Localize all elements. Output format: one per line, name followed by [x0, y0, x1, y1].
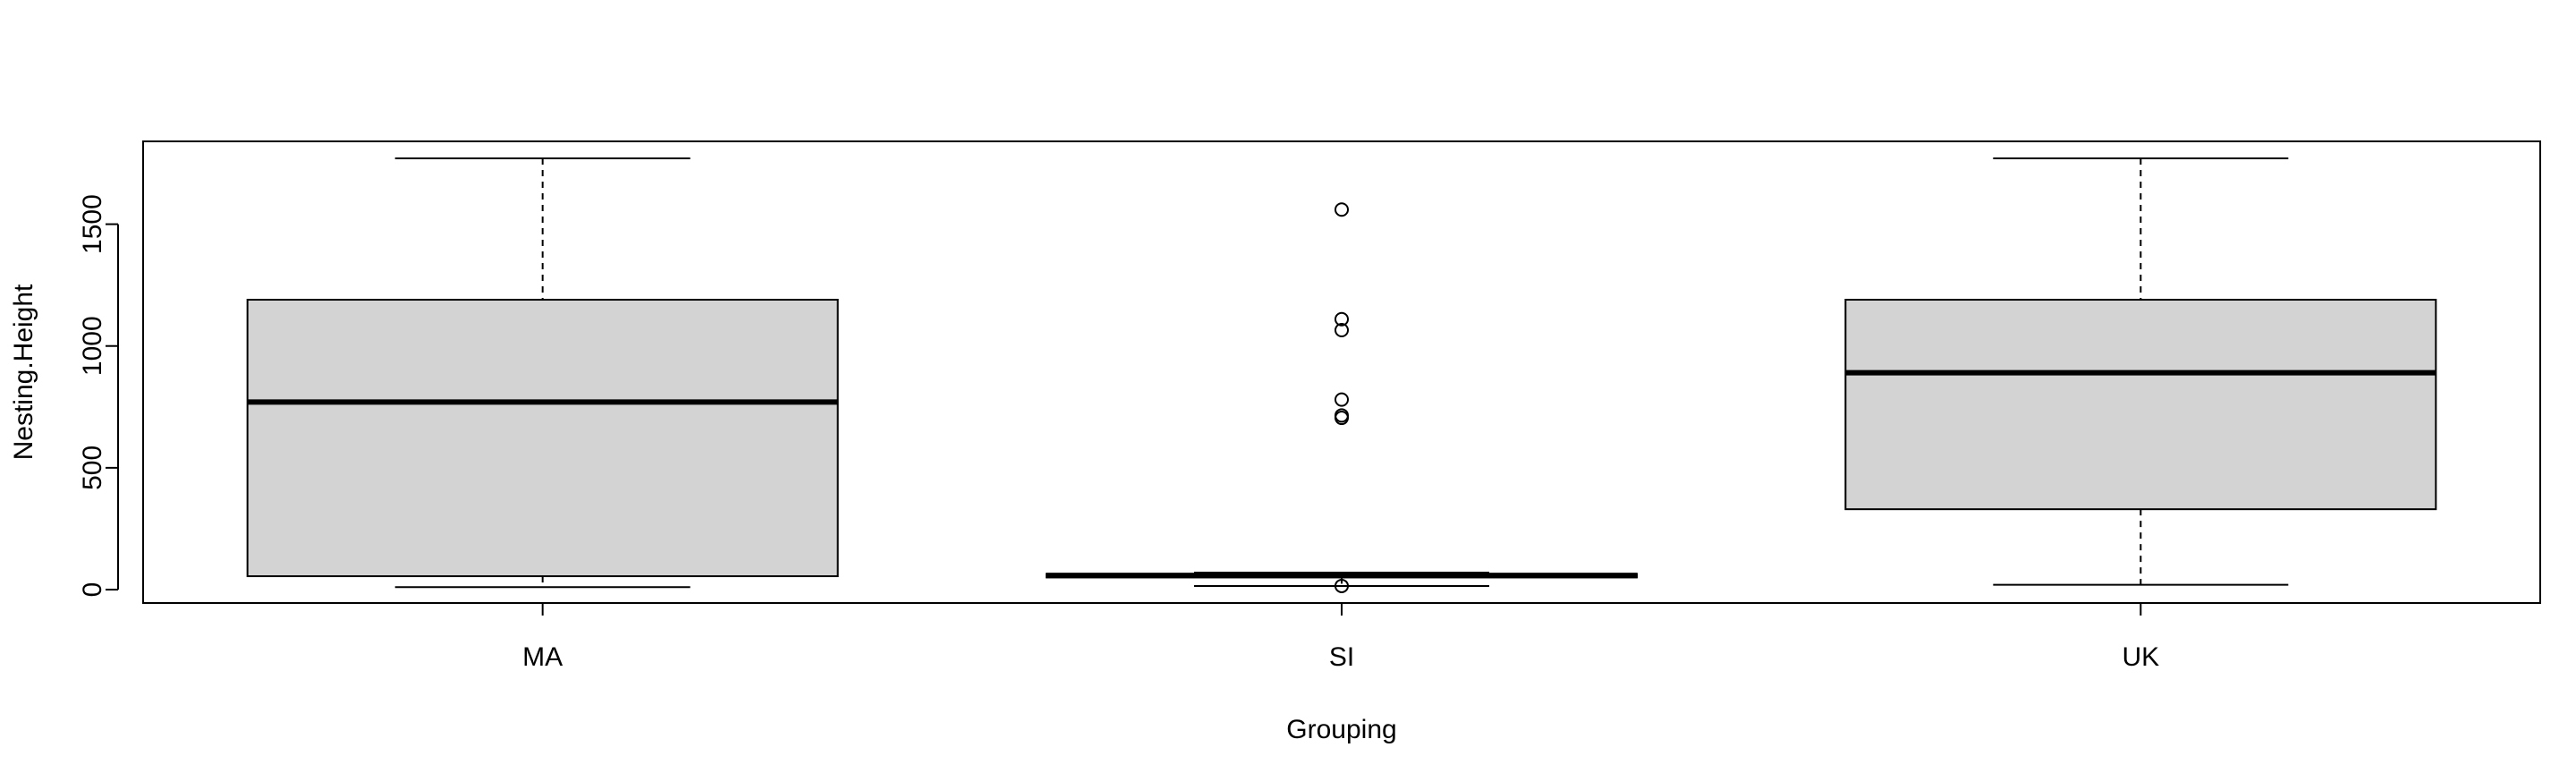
y-axis: 0 500 1000 1500 [78, 194, 119, 598]
boxes [246, 157, 2437, 593]
outlier-point [1335, 411, 1349, 426]
outlier-point [1335, 202, 1349, 217]
x-tick-label: UK [2122, 642, 2159, 672]
x-axis-title: Grouping [1286, 715, 1396, 744]
iqr-box [246, 298, 839, 578]
y-tick-label: 1000 [78, 316, 107, 376]
outlier-point [1335, 392, 1349, 407]
box-group-si [1046, 202, 1638, 593]
y-tick-label: 0 [78, 582, 107, 598]
y-tick-label: 1500 [78, 194, 107, 254]
box-group-ma [246, 157, 839, 589]
box-group-uk [1844, 157, 2437, 586]
outlier-point [1335, 323, 1349, 338]
y-axis-title: Nesting.Height [9, 284, 38, 460]
x-axis: MA SI UK [522, 602, 2159, 672]
x-tick-label: SI [1329, 642, 1354, 672]
x-tick-label: MA [522, 642, 563, 672]
outlier-point [1335, 311, 1349, 327]
y-tick-label: 500 [78, 446, 107, 490]
iqr-box [1844, 298, 2437, 511]
outlier-point [1335, 578, 1349, 593]
